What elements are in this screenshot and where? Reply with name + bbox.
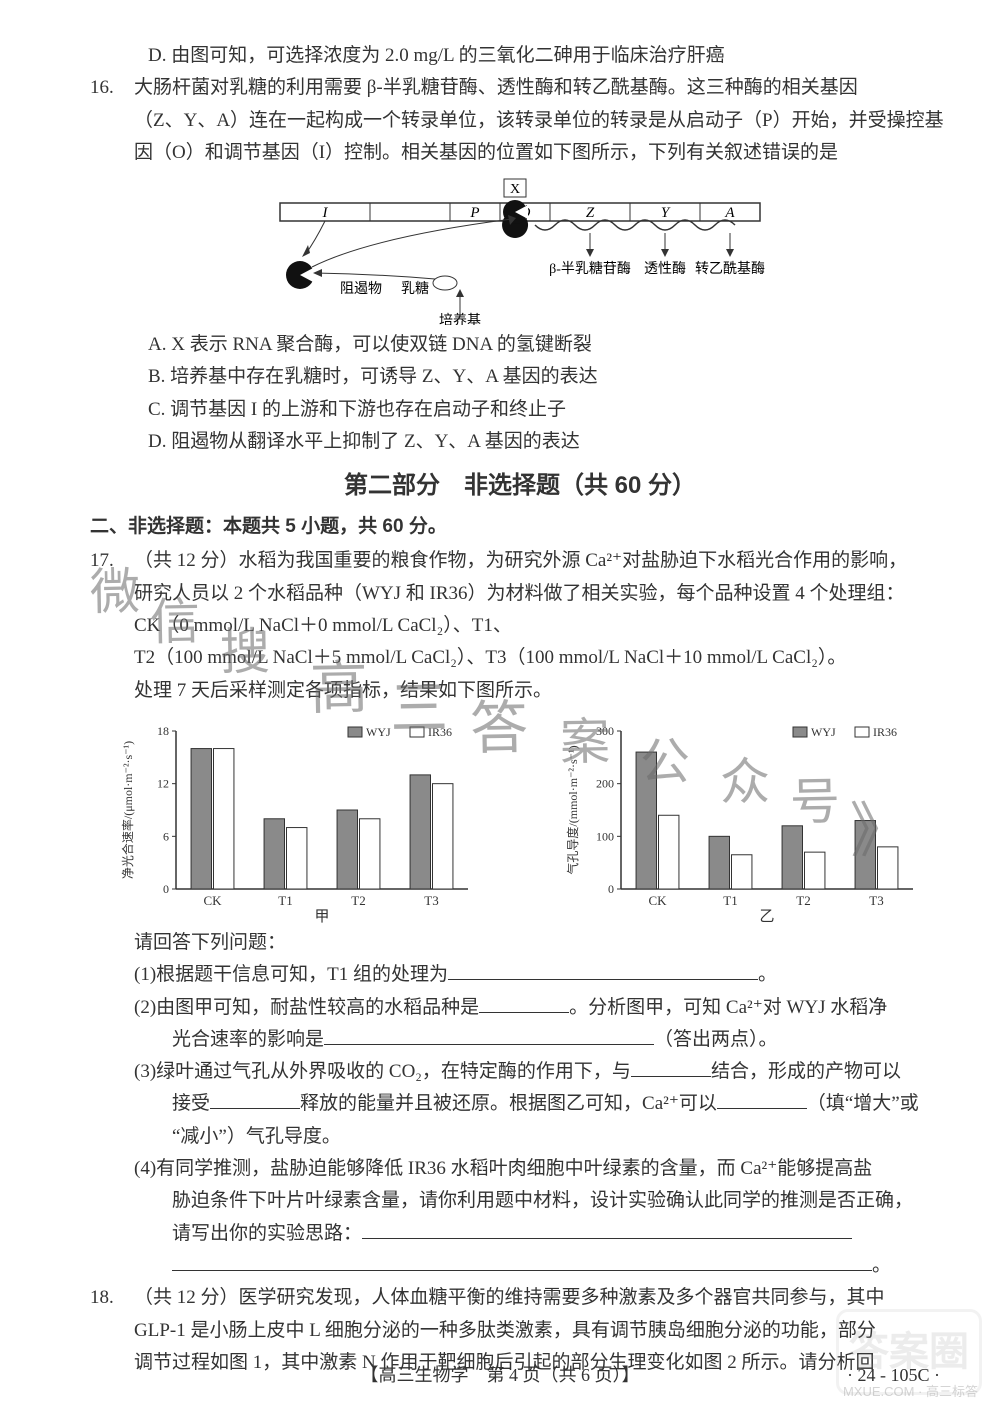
svg-text:T2: T2 <box>796 893 810 908</box>
gene-P: P <box>469 205 479 221</box>
svg-text:WYJ: WYJ <box>366 725 391 739</box>
q16-opt-b: B. 培养基中存在乳糖时，可诱导 Z、Y、A 基因的表达 <box>90 361 950 393</box>
blank[interactable] <box>172 1250 872 1271</box>
q17-2a: (2)由图甲可知，耐盐性较高的水稻品种是。分析图甲，可知 Ca²⁺对 WYJ 水… <box>90 992 950 1024</box>
q16-number: 16. <box>90 72 134 104</box>
svg-text:12: 12 <box>157 777 169 791</box>
svg-text:IR36: IR36 <box>428 725 452 739</box>
svg-text:T1: T1 <box>278 893 292 908</box>
label-lactose: 乳糖 <box>401 281 429 297</box>
svg-text:0: 0 <box>163 882 169 896</box>
blank[interactable] <box>448 959 758 980</box>
q15-option-d: D. 由图可知，可选择浓度为 2.0 mg/L 的三氧化二砷用于临床治疗肝癌 <box>90 40 950 72</box>
q17-stem-5: 处理 7 天后采样测定各项指标，结果如下图所示。 <box>90 675 950 707</box>
q17-4d: 。 <box>90 1250 950 1282</box>
gene-A: A <box>724 205 735 221</box>
q17-3c: 接受释放的能量并且被还原。根据图乙可知，Ca²⁺可以（填“增大”或 <box>90 1088 950 1120</box>
label-medium: 培养基 <box>439 312 481 325</box>
q17-3f: “减小”）气孔导度。 <box>90 1121 950 1153</box>
q17-4b: 胁迫条件下叶片叶绿素含量，请你利用题中材料，设计实验确认此同学的推测是否正确， <box>90 1185 950 1217</box>
q17-2c: 光合速率的影响是（答出两点）。 <box>90 1024 950 1056</box>
corner-url: MXUE.COM · 高三标答 <box>843 1381 978 1403</box>
q17-1: (1)根据题干信息可知，T1 组的处理为。 <box>90 959 950 991</box>
blank[interactable] <box>717 1089 807 1110</box>
svg-text:T2: T2 <box>351 893 365 908</box>
blank[interactable] <box>210 1089 300 1110</box>
q18-line-2: GLP-1 是小肠上皮中 L 细胞分泌的一种多肽类激素，具有调节胰岛细胞分泌的功… <box>90 1315 950 1347</box>
q16-stem-2: （Z、Y、A）连在一起构成一个转录单位，该转录单位的转录是从启动子（P）开始，并… <box>90 105 950 137</box>
q16: 16. 大肠杆菌对乳糖的利用需要 β-半乳糖苷酶、透性酶和转乙酰基酶。这三种酶的… <box>90 72 950 104</box>
q17-4c: 请写出你的实验思路： <box>90 1218 950 1250</box>
q16-opt-a: A. X 表示 RNA 聚合酶，可以使双链 DNA 的氢键断裂 <box>90 329 950 361</box>
svg-text:CK: CK <box>648 893 667 908</box>
svg-text:气孔导度/(mmol·m⁻²·s⁻¹): 气孔导度/(mmol·m⁻²·s⁻¹) <box>565 745 580 874</box>
footer-center: 【高三生物学 第 4 页（共 6 页）】 <box>361 1365 640 1385</box>
q17-stem-1: （共 12 分）水稻为我国重要的粮食作物，为研究外源 Ca²⁺对盐胁迫下水稻光合… <box>134 550 907 571</box>
section-2-title: 第二部分 非选择题（共 60 分） <box>90 466 950 507</box>
svg-text:净光合速率/(μmol·m⁻²·s⁻¹): 净光合速率/(μmol·m⁻²·s⁻¹) <box>120 741 135 879</box>
svg-text:300: 300 <box>596 724 614 738</box>
svg-text:T1: T1 <box>723 893 737 908</box>
gene-Z: Z <box>586 205 595 221</box>
section-2-sub: 二、非选择题：本题共 5 小题，共 60 分。 <box>90 511 950 543</box>
label-trans: 转乙酰基酶 <box>695 260 765 277</box>
q16-stem-1: 大肠杆菌对乳糖的利用需要 β-半乳糖苷酶、透性酶和转乙酰基酶。这三种酶的相关基因 <box>134 72 950 104</box>
blank[interactable] <box>631 1056 711 1077</box>
q16-opt-c: C. 调节基因 I 的上游和下游也存在启动子和终止子 <box>90 394 950 426</box>
q17-4a: (4)有同学推测，盐胁迫能够降低 IR36 水稻叶肉细胞中叶绿素的含量，而 Ca… <box>90 1153 950 1185</box>
label-perm: 透性酶 <box>644 261 686 277</box>
blank[interactable] <box>362 1218 852 1239</box>
svg-text:100: 100 <box>596 829 614 843</box>
q16-opt-d: D. 阻遏物从翻译水平上抑制了 Z、Y、A 基因的表达 <box>90 426 950 458</box>
chart-yi: 0 100 200 300 气孔导度/(mmol·m⁻²·s⁻¹) CK T1 T2 T3 乙 WY… <box>563 713 923 923</box>
svg-text:0: 0 <box>608 882 614 896</box>
label-repressor: 阻遏物 <box>340 281 382 297</box>
svg-text:T3: T3 <box>424 893 438 908</box>
blank[interactable] <box>324 1024 654 1045</box>
svg-text:18: 18 <box>157 724 169 738</box>
svg-text:WYJ: WYJ <box>811 725 836 739</box>
q16-stem-3: 因（O）和调节基因（I）控制。相关基因的位置如下图所示，下列有关叙述错误的是 <box>90 137 950 169</box>
q18: 18. （共 12 分）医学研究发现，人体血糖平衡的维持需要多种激素及多个器官共… <box>90 1282 950 1314</box>
svg-text:CK: CK <box>203 893 222 908</box>
chart-jia: 0 6 12 18 净光合速率/(μmol·m⁻²·s⁻¹) CK T1 T2 T3 甲 WYJ IR… <box>118 713 478 923</box>
q17-stem-4: T2（100 mmol/L NaCl＋5 mmol/L CaCl₂）、T3（10… <box>90 642 950 674</box>
svg-text:200: 200 <box>596 777 614 791</box>
svg-text:甲: 甲 <box>314 909 329 923</box>
q17-stem-3: CK（0 mmol/L NaCl＋0 mmol/L CaCl₂）、T1、 <box>90 610 950 642</box>
q17-3a: (3)绿叶通过气孔从外界吸收的 CO₂，在特定酶的作用下，与结合，形成的产物可以 <box>90 1056 950 1088</box>
label-beta: β-半乳糖苷酶 <box>549 261 631 277</box>
q17-stem-2: 研究人员以 2 个水稻品种（WYJ 和 IR36）为材料做了相关实验，每个品种设… <box>90 578 950 610</box>
svg-text:T3: T3 <box>869 893 883 908</box>
label-X: X <box>510 182 520 197</box>
q16-diagram: I P O Z Y A X β-半乳糖苷酶 透性酶 转乙酰基酶 阻遏物 乳糖 培… <box>90 175 950 325</box>
q18-number: 18. <box>90 1282 134 1314</box>
q17-prompt: 请回答下列问题： <box>90 927 950 959</box>
gene-I: I <box>322 205 329 221</box>
svg-text:IR36: IR36 <box>873 725 897 739</box>
blank[interactable] <box>479 992 569 1013</box>
q17: 17. （共 12 分）水稻为我国重要的粮食作物，为研究外源 Ca²⁺对盐胁迫下… <box>90 545 950 577</box>
q17-number: 17. <box>90 545 134 577</box>
q18-line-1: （共 12 分）医学研究发现，人体血糖平衡的维持需要多种激素及多个器官共同参与，… <box>134 1287 885 1308</box>
svg-text:6: 6 <box>163 829 169 843</box>
svg-text:乙: 乙 <box>759 909 774 923</box>
